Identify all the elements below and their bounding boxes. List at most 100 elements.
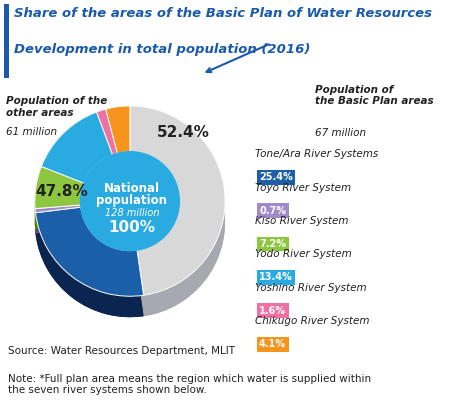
Polygon shape (83, 183, 84, 206)
Polygon shape (158, 161, 160, 183)
Polygon shape (115, 248, 117, 270)
Polygon shape (56, 138, 59, 162)
Polygon shape (108, 156, 110, 178)
Polygon shape (156, 291, 160, 314)
Polygon shape (38, 225, 39, 250)
Text: Population of
the Basic Plan areas: Population of the Basic Plan areas (314, 85, 432, 106)
Polygon shape (139, 295, 143, 317)
Polygon shape (177, 213, 178, 236)
Text: 7.2%: 7.2% (258, 239, 286, 249)
Polygon shape (102, 292, 106, 314)
Polygon shape (90, 170, 91, 193)
Wedge shape (41, 112, 113, 183)
Wedge shape (130, 106, 225, 295)
Polygon shape (99, 161, 101, 183)
Polygon shape (93, 235, 95, 257)
Polygon shape (121, 250, 124, 271)
Polygon shape (45, 245, 47, 269)
Polygon shape (128, 251, 130, 272)
Polygon shape (66, 271, 69, 295)
Polygon shape (137, 250, 143, 316)
Polygon shape (147, 247, 149, 268)
Polygon shape (36, 217, 37, 242)
Polygon shape (118, 296, 122, 317)
Polygon shape (105, 157, 106, 180)
Polygon shape (117, 249, 119, 270)
Polygon shape (82, 185, 83, 208)
Polygon shape (182, 278, 186, 301)
Text: 13.4%: 13.4% (258, 272, 292, 282)
Polygon shape (87, 226, 88, 249)
Polygon shape (223, 186, 224, 211)
Polygon shape (164, 236, 165, 258)
Polygon shape (168, 170, 169, 192)
Polygon shape (222, 178, 223, 203)
Polygon shape (113, 154, 115, 176)
Polygon shape (71, 124, 74, 147)
Polygon shape (110, 294, 114, 316)
Polygon shape (81, 212, 82, 235)
Polygon shape (38, 171, 40, 196)
Polygon shape (144, 154, 147, 175)
Polygon shape (44, 155, 47, 180)
Polygon shape (165, 166, 166, 189)
Text: National: National (104, 182, 159, 195)
Polygon shape (149, 246, 151, 268)
Polygon shape (137, 250, 143, 316)
Polygon shape (149, 155, 150, 177)
Polygon shape (93, 112, 96, 134)
Polygon shape (151, 245, 153, 267)
Polygon shape (89, 113, 93, 136)
Polygon shape (36, 183, 37, 208)
Polygon shape (160, 238, 162, 261)
Polygon shape (215, 239, 217, 264)
Polygon shape (175, 283, 179, 306)
Polygon shape (186, 275, 189, 299)
Polygon shape (173, 223, 174, 246)
Polygon shape (169, 229, 171, 251)
Polygon shape (115, 106, 120, 128)
Text: 52.4%: 52.4% (156, 125, 209, 140)
Polygon shape (204, 257, 206, 282)
Text: population: population (96, 194, 167, 207)
Polygon shape (62, 132, 64, 156)
Wedge shape (35, 228, 143, 317)
Polygon shape (155, 158, 156, 180)
Polygon shape (130, 251, 132, 272)
Polygon shape (155, 109, 158, 132)
Polygon shape (201, 261, 204, 285)
Polygon shape (105, 244, 107, 266)
Text: Yoshino River System: Yoshino River System (254, 283, 366, 293)
Polygon shape (158, 111, 163, 133)
Polygon shape (143, 295, 147, 316)
Polygon shape (51, 144, 53, 169)
Polygon shape (93, 166, 94, 189)
Polygon shape (95, 236, 96, 259)
Polygon shape (52, 256, 54, 280)
Polygon shape (103, 243, 105, 265)
Polygon shape (163, 112, 166, 134)
Polygon shape (64, 129, 68, 153)
Polygon shape (172, 175, 173, 198)
Polygon shape (124, 250, 126, 271)
Polygon shape (127, 152, 130, 173)
Polygon shape (78, 119, 81, 142)
Polygon shape (147, 155, 149, 176)
Polygon shape (219, 227, 221, 252)
Text: Tone/Ara River Systems: Tone/Ara River Systems (254, 149, 377, 159)
Polygon shape (160, 162, 162, 185)
Polygon shape (57, 262, 60, 286)
Polygon shape (222, 219, 223, 245)
Polygon shape (59, 135, 62, 159)
Polygon shape (101, 109, 106, 132)
Text: Share of the areas of the Basic Plan of Water Resources: Share of the areas of the Basic Plan of … (14, 7, 431, 20)
Polygon shape (74, 122, 78, 145)
Polygon shape (86, 224, 87, 247)
Polygon shape (175, 217, 176, 240)
Polygon shape (86, 177, 87, 200)
Polygon shape (170, 173, 172, 196)
Polygon shape (96, 238, 98, 260)
Polygon shape (90, 288, 94, 310)
Text: 128 million: 128 million (104, 208, 159, 219)
Polygon shape (218, 231, 219, 256)
